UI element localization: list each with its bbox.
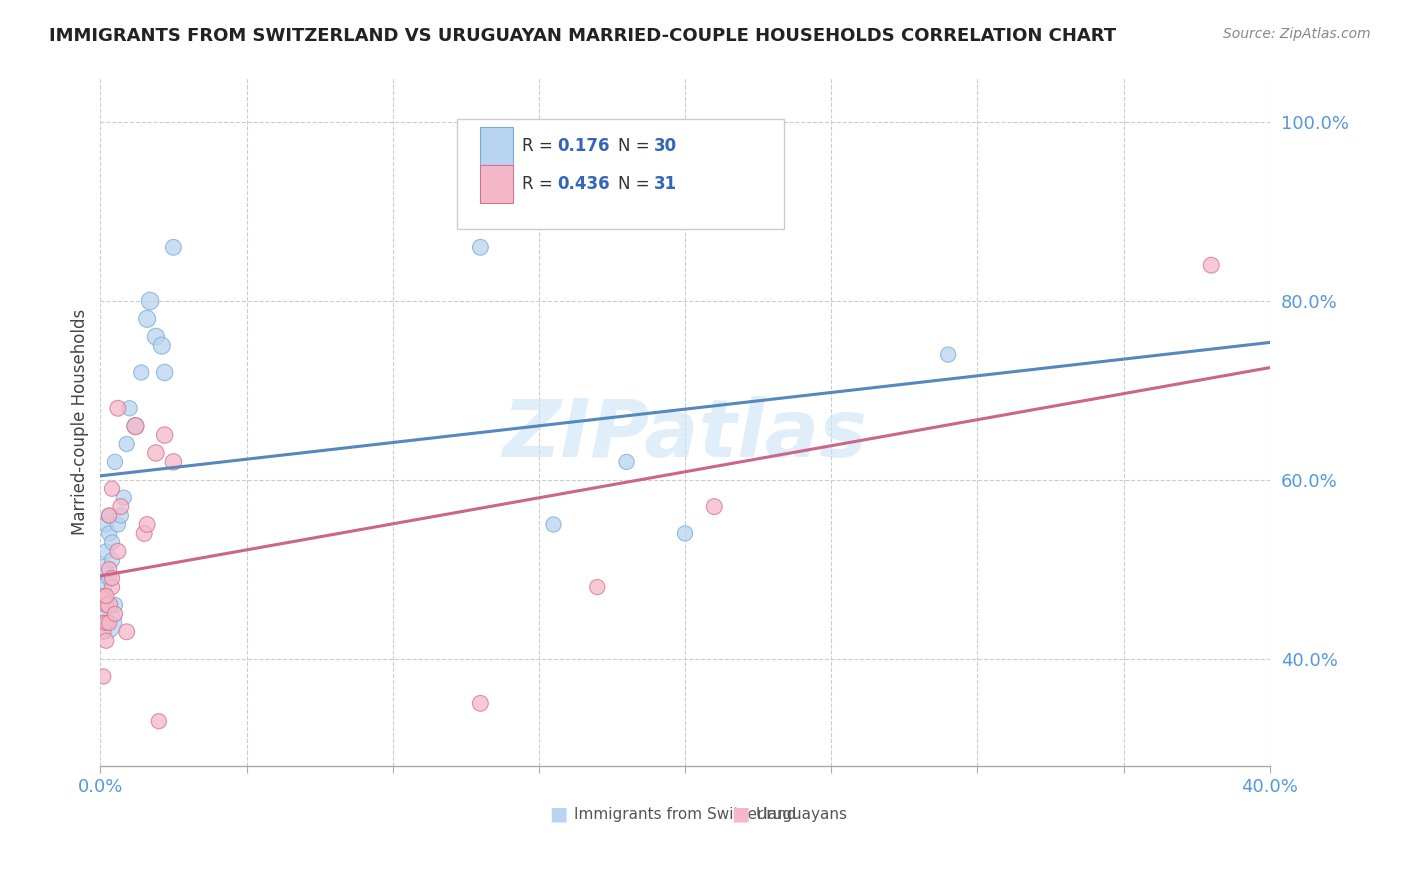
Point [107, 517, 129, 532]
Point [98, 508, 121, 523]
Point [162, 455, 184, 469]
Point [112, 491, 135, 505]
Text: R =: R = [523, 137, 558, 155]
Point [118, 401, 141, 416]
Point [136, 311, 159, 326]
Point [96, 517, 118, 532]
Point [673, 526, 696, 541]
Point [104, 598, 127, 612]
Text: 0.436: 0.436 [558, 175, 610, 194]
FancyBboxPatch shape [457, 119, 785, 229]
Point [153, 366, 176, 380]
Point [124, 419, 146, 434]
Point [162, 240, 184, 254]
Point [98, 508, 121, 523]
Point [104, 455, 127, 469]
Point [101, 553, 124, 567]
Point [91, 669, 114, 683]
Text: IMMIGRANTS FROM SWITZERLAND VS URUGUAYAN MARRIED-COUPLE HOUSEHOLDS CORRELATION C: IMMIGRANTS FROM SWITZERLAND VS URUGUAYAN… [49, 27, 1116, 45]
Point [91, 589, 114, 603]
Point [153, 428, 176, 442]
Point [136, 517, 159, 532]
FancyBboxPatch shape [481, 165, 513, 203]
Point [936, 348, 959, 362]
Point [96, 544, 118, 558]
Text: 0.176: 0.176 [558, 137, 610, 155]
Point [586, 580, 609, 594]
Point [145, 446, 167, 460]
Point [101, 571, 124, 585]
Point [96, 615, 118, 630]
Point [470, 240, 492, 254]
Text: Source: ZipAtlas.com: Source: ZipAtlas.com [1223, 27, 1371, 41]
Point [96, 589, 118, 603]
Point [98, 526, 121, 541]
Point [139, 293, 162, 308]
Point [91, 615, 114, 630]
Point [145, 330, 167, 344]
Point [96, 615, 118, 630]
Point [91, 580, 114, 594]
FancyBboxPatch shape [481, 128, 513, 165]
Text: ■: ■ [550, 805, 568, 823]
Text: ZIPatlas: ZIPatlas [502, 396, 868, 475]
Text: Immigrants from Switzerland: Immigrants from Switzerland [574, 806, 796, 822]
Point [101, 580, 124, 594]
Text: R =: R = [523, 175, 558, 194]
Point [150, 339, 173, 353]
Point [110, 500, 132, 514]
Point [129, 366, 152, 380]
Text: Uruguayans: Uruguayans [755, 806, 848, 822]
Point [91, 624, 114, 639]
Text: N =: N = [619, 137, 655, 155]
Point [96, 633, 118, 648]
Point [91, 562, 114, 576]
Text: N =: N = [619, 175, 655, 194]
Point [107, 401, 129, 416]
Point [98, 598, 121, 612]
Point [101, 535, 124, 549]
Point [703, 500, 725, 514]
Point [616, 455, 638, 469]
Point [101, 482, 124, 496]
Point [98, 562, 121, 576]
Point [110, 508, 132, 523]
Y-axis label: Married-couple Households: Married-couple Households [72, 309, 89, 535]
Point [134, 526, 156, 541]
Point [104, 607, 127, 621]
Point [98, 571, 121, 585]
Text: ■: ■ [731, 805, 749, 823]
Point [470, 696, 492, 710]
Point [115, 437, 138, 451]
Point [543, 517, 565, 532]
Text: 30: 30 [654, 137, 676, 155]
Point [1199, 258, 1222, 272]
Point [98, 615, 121, 630]
Point [115, 624, 138, 639]
Point [107, 544, 129, 558]
Point [96, 598, 118, 612]
Point [148, 714, 170, 729]
Text: 31: 31 [654, 175, 676, 194]
Point [124, 419, 146, 434]
